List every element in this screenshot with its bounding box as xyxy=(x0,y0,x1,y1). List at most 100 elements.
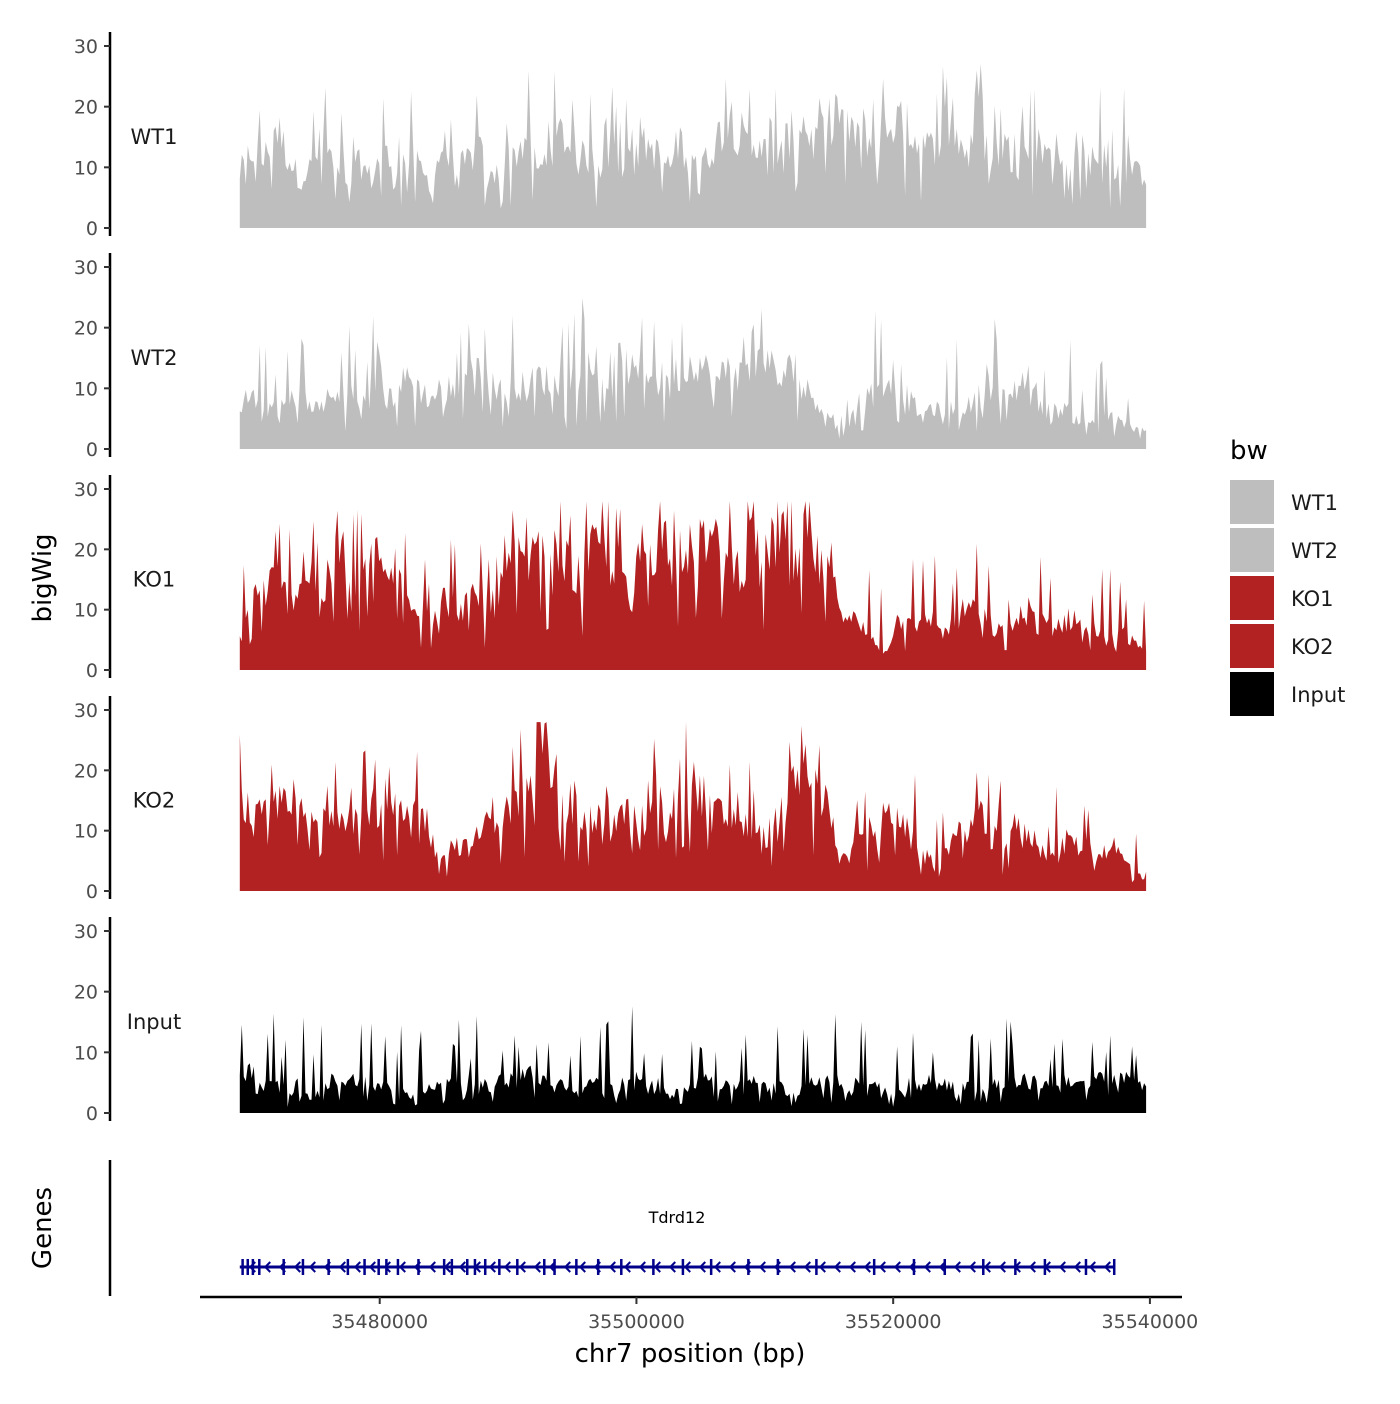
exon xyxy=(473,1259,477,1275)
strand-arrow xyxy=(338,1261,346,1273)
coverage-area-wt1 xyxy=(239,64,1147,228)
track-wt1: 0 10 20 30 WT1 xyxy=(74,32,1147,240)
strand-arrow xyxy=(983,1261,991,1273)
exon xyxy=(327,1259,330,1275)
y-tick-label: 0 xyxy=(86,881,98,903)
genes-axis-title: Genes xyxy=(28,1187,58,1269)
coverage-area-ko2 xyxy=(239,722,1147,891)
legend-label: KO1 xyxy=(1291,587,1334,611)
strand-arrow xyxy=(848,1261,856,1273)
exon xyxy=(912,1259,916,1275)
y-tick-label: 20 xyxy=(74,760,98,782)
exon xyxy=(363,1259,366,1275)
strand-arrow xyxy=(1058,1261,1066,1273)
x-axis-title: chr7 position (bp) xyxy=(575,1339,806,1369)
strand-arrow xyxy=(683,1261,691,1273)
exon xyxy=(553,1259,556,1275)
strand-arrow xyxy=(698,1261,706,1273)
y-tick-label: 10 xyxy=(74,821,98,843)
legend-label: WT1 xyxy=(1291,491,1338,515)
legend-label: Input xyxy=(1291,683,1345,707)
strand-arrow xyxy=(1073,1261,1081,1273)
legend-entry-ko2: KO2 xyxy=(1230,624,1334,668)
exon xyxy=(1112,1259,1116,1275)
y-tick-label: 30 xyxy=(74,479,98,501)
coverage-area-input xyxy=(239,1006,1147,1113)
strand-arrow xyxy=(878,1261,886,1273)
x-tick-label: 35540000 xyxy=(1102,1311,1199,1333)
track-label: KO1 xyxy=(133,568,176,592)
legend-label: WT2 xyxy=(1291,539,1338,563)
strand-arrow xyxy=(818,1261,826,1273)
track-label: WT2 xyxy=(131,346,178,370)
exon xyxy=(681,1259,685,1275)
x-tick-label: 35480000 xyxy=(331,1311,428,1333)
track-wt2: 0 10 20 30 WT2 xyxy=(74,253,1147,461)
strand-arrow xyxy=(428,1261,436,1273)
exon xyxy=(543,1259,546,1275)
strand-arrow xyxy=(263,1261,271,1273)
y-tick-label: 20 xyxy=(74,318,98,340)
strand-arrow xyxy=(1103,1261,1111,1273)
strand-arrow xyxy=(863,1261,871,1273)
strand-arrow xyxy=(368,1261,376,1273)
strand-arrow xyxy=(833,1261,841,1273)
coverage-area-ko1 xyxy=(239,501,1147,670)
exon xyxy=(747,1259,750,1275)
exon xyxy=(1084,1259,1088,1275)
exon xyxy=(282,1259,285,1275)
strand-arrow xyxy=(623,1261,631,1273)
x-tick-label: 35500000 xyxy=(588,1311,685,1333)
exon xyxy=(251,1259,255,1275)
x-axis: 35480000 35500000 35520000 35540000 xyxy=(200,1295,1199,1333)
y-tick-label: 10 xyxy=(74,1042,98,1064)
legend-swatch xyxy=(1230,672,1274,716)
strand-arrow xyxy=(458,1261,466,1273)
exon xyxy=(516,1259,519,1275)
track-label: Input xyxy=(127,1010,181,1034)
strand-arrow xyxy=(1028,1261,1036,1273)
x-tick-label: 35520000 xyxy=(845,1311,942,1333)
exon xyxy=(246,1259,249,1275)
strand-arrow xyxy=(308,1261,316,1273)
strand-arrow xyxy=(563,1261,571,1273)
track-label: KO2 xyxy=(133,789,176,813)
strand-arrow xyxy=(578,1261,586,1273)
y-tick-label: 0 xyxy=(86,218,98,240)
exon xyxy=(301,1259,305,1275)
legend-entry-ko1: KO1 xyxy=(1230,576,1334,620)
strand-arrow xyxy=(728,1261,736,1273)
legend-swatch xyxy=(1230,528,1274,572)
exon xyxy=(620,1259,623,1275)
legend-swatch xyxy=(1230,624,1274,668)
legend-title: bw xyxy=(1230,436,1268,466)
strand-arrow xyxy=(608,1261,616,1273)
exon xyxy=(776,1259,780,1275)
y-tick-label: 20 xyxy=(74,539,98,561)
exon xyxy=(417,1259,420,1275)
exon xyxy=(1043,1259,1047,1275)
exon xyxy=(377,1259,380,1275)
exon xyxy=(346,1259,350,1275)
strand-arrow xyxy=(923,1261,931,1273)
y-tick-label: 30 xyxy=(74,700,98,722)
strand-arrow xyxy=(968,1261,976,1273)
strand-arrow xyxy=(1088,1261,1096,1273)
exon xyxy=(982,1259,985,1275)
strand-arrow xyxy=(953,1261,961,1273)
genes-panel: Tdrd12 xyxy=(108,1160,1116,1296)
exon xyxy=(872,1259,876,1275)
strand-arrow xyxy=(653,1261,661,1273)
coverage-area-wt2 xyxy=(239,298,1147,449)
exon xyxy=(1014,1259,1017,1275)
y-axis-title: bigWig xyxy=(28,533,58,622)
exon xyxy=(709,1259,713,1275)
exon xyxy=(652,1259,655,1275)
exon xyxy=(943,1259,947,1275)
strand-arrow xyxy=(353,1261,361,1273)
legend-entry-wt2: WT2 xyxy=(1230,528,1338,572)
y-tick-label: 10 xyxy=(74,600,98,622)
y-tick-label: 20 xyxy=(74,97,98,119)
